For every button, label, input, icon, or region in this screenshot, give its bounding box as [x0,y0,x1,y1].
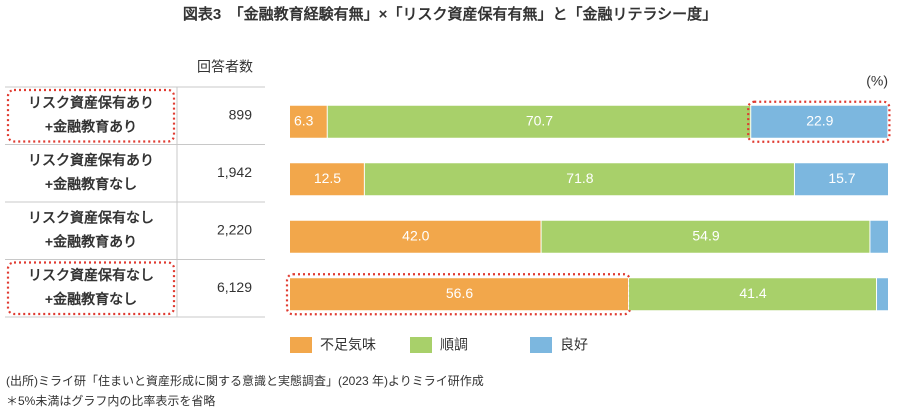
count-value: 6,129 [217,279,252,295]
category-label: +金融教育あり [45,118,137,134]
count-value: 1,942 [217,164,252,180]
unit-label: (%) [866,73,888,89]
highlight-box [6,88,176,143]
bar-segment [629,278,877,311]
value-label: 42.0 [402,227,429,243]
category-label: +金融教育なし [45,176,137,192]
source-note: (出所)ミライ研「住まいと資産形成に関する意識と実態調査」(2023 年)よりミ… [6,373,484,388]
category-label: リスク資産保有あり [28,152,154,168]
count-value: 2,220 [217,221,252,237]
bar-segment [794,163,888,196]
bar-segment [290,105,327,138]
value-label: 22.9 [806,112,833,128]
category-label: リスク資産保有なし [28,267,154,283]
category-label: リスク資産保有あり [28,94,154,110]
bar-segment [870,220,888,253]
bar-segment [541,220,870,253]
value-label: 71.8 [566,170,593,186]
bar-segment [290,278,629,311]
category-label: リスク資産保有なし [28,209,154,225]
bar-segment [364,163,794,196]
value-label: 41.4 [739,285,766,301]
bar-segment [290,163,364,196]
value-label: 56.6 [446,285,473,301]
value-label: 6.3 [294,112,314,128]
category-label: +金融教育あり [45,233,137,249]
legend-swatch [530,337,552,353]
count-value: 899 [229,106,253,122]
chart-title: 図表3 「金融教育経験有無」×「リスク資産保有有無」と「金融リテラシー度」 [183,5,717,23]
legend-swatch [410,337,432,353]
count-header: 回答者数 [197,59,253,75]
category-label: +金融教育なし [45,291,137,307]
legend-label: 順調 [440,337,468,353]
value-label: 12.5 [314,170,341,186]
highlight-box [747,100,891,143]
value-label: 15.7 [828,170,855,186]
legend-swatch [290,337,312,353]
highlight-box [6,261,176,316]
highlight-box [285,273,632,316]
bar-segment [751,105,888,138]
bar-segment [290,220,541,253]
bar-segment [877,278,888,311]
value-label: 54.9 [692,227,719,243]
footnote: ＊5%未満はグラフ内の比率表示を省略 [6,393,215,408]
bar-segment [327,105,751,138]
legend-label: 不足気味 [320,337,376,353]
legend-label: 良好 [560,337,588,353]
value-label: 70.7 [526,112,553,128]
